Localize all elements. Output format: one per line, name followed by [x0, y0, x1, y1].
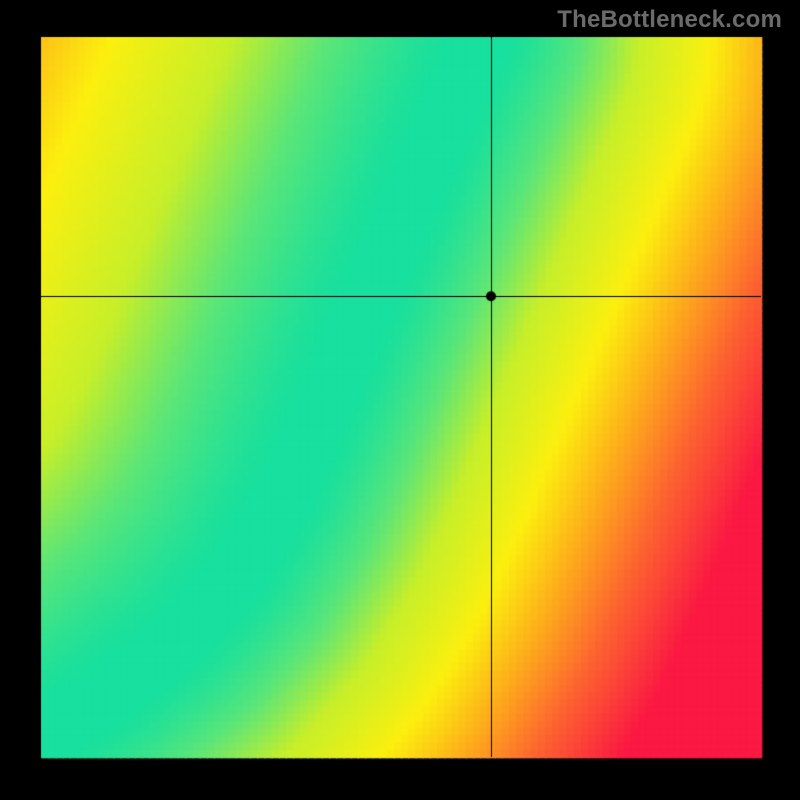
chart-container: TheBottleneck.com	[0, 0, 800, 800]
heatmap-canvas	[0, 0, 800, 800]
watermark-text: TheBottleneck.com	[557, 6, 782, 34]
